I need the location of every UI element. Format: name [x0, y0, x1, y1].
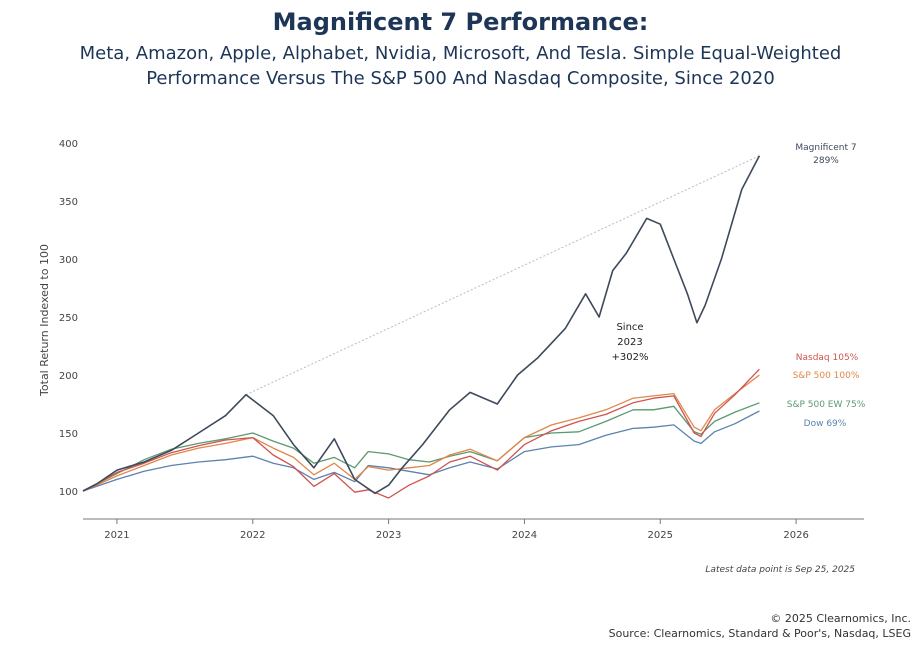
chart-subtitle: Meta, Amazon, Apple, Alphabet, Nvidia, M… [0, 41, 921, 91]
x-tick-label: 2022 [240, 530, 265, 541]
y-axis-label: Total Return Indexed to 100 [38, 244, 51, 397]
annotation-line-1: Since [616, 322, 643, 333]
subtitle-line-1: Meta, Amazon, Apple, Alphabet, Nvidia, M… [79, 43, 842, 64]
trendline-group [245, 155, 760, 396]
x-tick-label: 2026 [783, 530, 808, 541]
x-axis-ticks: 2021 2022 2023 2024 2025 2026 [104, 519, 809, 541]
latest-data-note: Latest data point is Sep 25, 2025 [705, 565, 855, 575]
x-tick-label: 2021 [104, 530, 129, 541]
y-tick-label: 400 [59, 139, 78, 150]
y-tick-label: 150 [59, 429, 78, 440]
source-text: Source: Clearnomics, Standard & Poor's, … [608, 627, 911, 640]
x-tick-label: 2025 [648, 530, 673, 541]
annotation-line-2: 2023 [617, 337, 642, 348]
series-group [82, 155, 761, 499]
y-tick-label: 100 [59, 487, 78, 498]
x-tick-label: 2024 [512, 530, 537, 541]
series-line-s-p-500 [82, 374, 760, 492]
series-end-labels: Magnificent 7 289% Nasdaq 105% S&P 500 1… [787, 143, 866, 429]
label-mag7-name: Magnificent 7 [795, 143, 856, 153]
chart-title: Magnificent 7 Performance: [272, 8, 649, 36]
series-line-magnificent-7 [82, 155, 761, 495]
y-tick-label: 350 [59, 197, 78, 208]
y-tick-label: 300 [59, 255, 78, 266]
annotation-line-3: +302% [612, 352, 649, 363]
label-nasdaq: Nasdaq 105% [796, 353, 859, 363]
subtitle-line-2: Performance Versus The S&P 500 And Nasda… [146, 68, 775, 89]
series-line-nasdaq [82, 368, 760, 499]
label-dow: Dow 69% [804, 419, 847, 429]
copyright-text: © 2025 Clearnomics, Inc. [770, 612, 911, 625]
x-tick-label: 2023 [376, 530, 401, 541]
source-credits: © 2025 Clearnomics, Inc. Source: Clearno… [609, 611, 911, 641]
label-sp500ew: S&P 500 EW 75% [787, 400, 866, 410]
series-line-s-p-500-ew [82, 402, 760, 492]
y-tick-label: 250 [59, 313, 78, 324]
y-tick-label: 200 [59, 371, 78, 382]
since-2023-annotation: Since 2023 +302% [612, 322, 649, 363]
trendline [245, 155, 760, 396]
y-axis-ticks: 100 150 200 250 300 350 400 [59, 139, 78, 498]
series-line-dow [82, 410, 760, 492]
label-mag7-value: 289% [813, 156, 839, 166]
label-sp500: S&P 500 100% [793, 371, 860, 381]
